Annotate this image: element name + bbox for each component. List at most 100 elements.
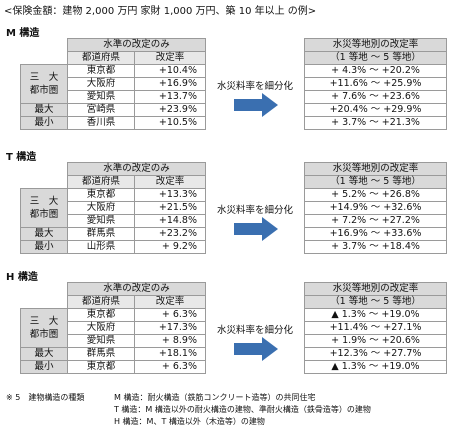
footnote-label: ※ 5 建物構造の種類	[6, 393, 85, 402]
table-row: +14.9% ～ +32.6%	[304, 201, 447, 215]
table-row: + 7.2% ～ +27.2%	[304, 214, 447, 228]
middle-label: 水災料率を細分化	[216, 81, 293, 92]
corner-cell	[21, 39, 68, 52]
level-table-h: 水準の改定のみ 都道府県 改定率 三 大都市圏 東京都 + 6.3% 大阪府 +…	[20, 282, 206, 374]
header-level-only: 水準の改定のみ	[67, 162, 206, 176]
header-level-only: 水準の改定のみ	[67, 38, 206, 52]
header-rate: 改定率	[134, 295, 206, 309]
rate-cell: + 6.3%	[134, 360, 206, 374]
prefecture-cell: 東京都	[67, 64, 135, 78]
table-row: 三 大都市圏 東京都 + 6.3%	[20, 308, 206, 348]
range-cell: + 7.2% ～ +27.2%	[304, 214, 447, 228]
footnote-line-m: M 構造：耐火構造（鉄筋コンクリート造等）の共同住宅	[114, 393, 316, 402]
table-row: +20.4% ～ +29.9%	[304, 103, 447, 117]
region-cell-metro: 三 大都市圏	[20, 64, 68, 104]
corner-cell	[21, 296, 68, 309]
rate-cell: + 8.9%	[134, 334, 206, 348]
rate-cell: +14.8%	[134, 214, 206, 228]
middle-transition: 水災料率を細分化	[206, 282, 304, 386]
table-row: 愛知県 +14.8%	[21, 214, 206, 228]
prefecture-cell: 香川県	[67, 116, 135, 130]
region-cell-max: 最大	[20, 227, 68, 241]
region-cell-min: 最小	[20, 116, 68, 130]
header-grade-range: （1 等地 ～ 5 等地）	[304, 51, 447, 65]
prefecture-cell: 大阪府	[67, 201, 135, 215]
range-cell: + 5.2% ～ +26.8%	[304, 188, 447, 202]
rate-cell: +13.3%	[134, 188, 206, 202]
table-row: +12.3% ～ +27.7%	[304, 347, 447, 361]
table-row: 最大 群馬県 +18.1%	[20, 347, 206, 361]
prefecture-cell: 東京都	[67, 308, 135, 322]
table-row: + 3.7% ～ +18.4%	[304, 240, 447, 254]
table-row: 愛知県 + 8.9%	[21, 334, 206, 348]
table-row: 大阪府 +17.3%	[21, 321, 206, 335]
table-row: 最小 香川県 +10.5%	[20, 116, 206, 130]
table-row: 大阪府 +16.9%	[21, 77, 206, 91]
corner-cell	[21, 176, 68, 189]
range-cell: ▲ 1.3% ～ +19.0%	[304, 308, 447, 322]
section-title-t: T 構造	[6, 152, 37, 163]
region-cell-max: 最大	[20, 347, 68, 361]
range-cell: + 3.7% ～ +21.3%	[304, 116, 447, 130]
range-cell: +11.4% ～ +27.1%	[304, 321, 447, 335]
prefecture-cell: 愛知県	[67, 90, 135, 104]
grade-table-h: 水災等地別の改定率 （1 等地 ～ 5 等地） ▲ 1.3% ～ +19.0% …	[304, 282, 447, 374]
prefecture-cell: 宮崎県	[67, 103, 135, 117]
rate-cell: +17.3%	[134, 321, 206, 335]
corner-cell	[21, 163, 68, 176]
right-arrow-icon	[234, 93, 278, 117]
footnote-line-t: T 構造：M 構造以外の耐火構造の建物、準耐火構造（鉄骨造等）の建物	[114, 405, 371, 414]
middle-label: 水災料率を細分化	[216, 325, 293, 336]
rate-cell: +23.2%	[134, 227, 206, 241]
table-row: + 1.9% ～ +20.6%	[304, 334, 447, 348]
prefecture-cell: 東京都	[67, 188, 135, 202]
prefecture-cell: 大阪府	[67, 77, 135, 91]
rate-cell: + 6.3%	[134, 308, 206, 322]
middle-transition: 水災料率を細分化	[206, 38, 304, 142]
header-grade-range: （1 等地 ～ 5 等地）	[304, 295, 447, 309]
table-row: +11.4% ～ +27.1%	[304, 321, 447, 335]
prefecture-cell: 愛知県	[67, 334, 135, 348]
right-arrow-icon	[234, 337, 278, 361]
table-row: + 7.6% ～ +23.6%	[304, 90, 447, 104]
middle-label: 水災料率を細分化	[216, 205, 293, 216]
table-row: +11.6% ～ +25.9%	[304, 77, 447, 91]
section-panel-t: 水準の改定のみ 都道府県 改定率 三 大都市圏 東京都 +13.3% 大阪府 +…	[20, 162, 447, 266]
corner-cell	[21, 283, 68, 296]
region-cell-max: 最大	[20, 103, 68, 117]
section-title-m: M 構造	[6, 28, 40, 39]
region-cell-metro: 三 大都市圏	[20, 188, 68, 228]
range-cell: +14.9% ～ +32.6%	[304, 201, 447, 215]
range-cell: ▲ 1.3% ～ +19.0%	[304, 360, 447, 374]
footnote-line-h: H 構造：M、T 構造以外（木造等）の建物	[114, 417, 265, 426]
rate-cell: +23.9%	[134, 103, 206, 117]
prefecture-cell: 山形県	[67, 240, 135, 254]
table-row: ▲ 1.3% ～ +19.0%	[304, 308, 447, 322]
region-cell-metro: 三 大都市圏	[20, 308, 68, 348]
prefecture-cell: 群馬県	[67, 347, 135, 361]
region-cell-min: 最小	[20, 240, 68, 254]
prefecture-cell: 群馬県	[67, 227, 135, 241]
rate-cell: +13.7%	[134, 90, 206, 104]
table-row: 最小 山形県 + 9.2%	[20, 240, 206, 254]
header-prefecture: 都道府県	[67, 175, 135, 189]
section-panel-h: 水準の改定のみ 都道府県 改定率 三 大都市圏 東京都 + 6.3% 大阪府 +…	[20, 282, 447, 386]
table-row: 愛知県 +13.7%	[21, 90, 206, 104]
rate-cell: +16.9%	[134, 77, 206, 91]
table-row: + 5.2% ～ +26.8%	[304, 188, 447, 202]
right-arrow-icon	[234, 217, 278, 241]
section-title-h: H 構造	[6, 272, 38, 283]
rate-cell: +18.1%	[134, 347, 206, 361]
header-prefecture: 都道府県	[67, 51, 135, 65]
header-rate: 改定率	[134, 175, 206, 189]
range-cell: +11.6% ～ +25.9%	[304, 77, 447, 91]
rate-cell: + 9.2%	[134, 240, 206, 254]
table-row: 最大 群馬県 +23.2%	[20, 227, 206, 241]
header-by-grade: 水災等地別の改定率	[304, 38, 447, 52]
range-cell: +20.4% ～ +29.9%	[304, 103, 447, 117]
table-row: + 3.7% ～ +21.3%	[304, 116, 447, 130]
footnote: ※ 5 建物構造の種類 M 構造：耐火構造（鉄筋コンクリート造等）の共同住宅 T…	[6, 392, 446, 432]
footnote-lines: M 構造：耐火構造（鉄筋コンクリート造等）の共同住宅 T 構造：M 構造以外の耐…	[114, 392, 371, 428]
prefecture-cell: 愛知県	[67, 214, 135, 228]
middle-transition: 水災料率を細分化	[206, 162, 304, 266]
